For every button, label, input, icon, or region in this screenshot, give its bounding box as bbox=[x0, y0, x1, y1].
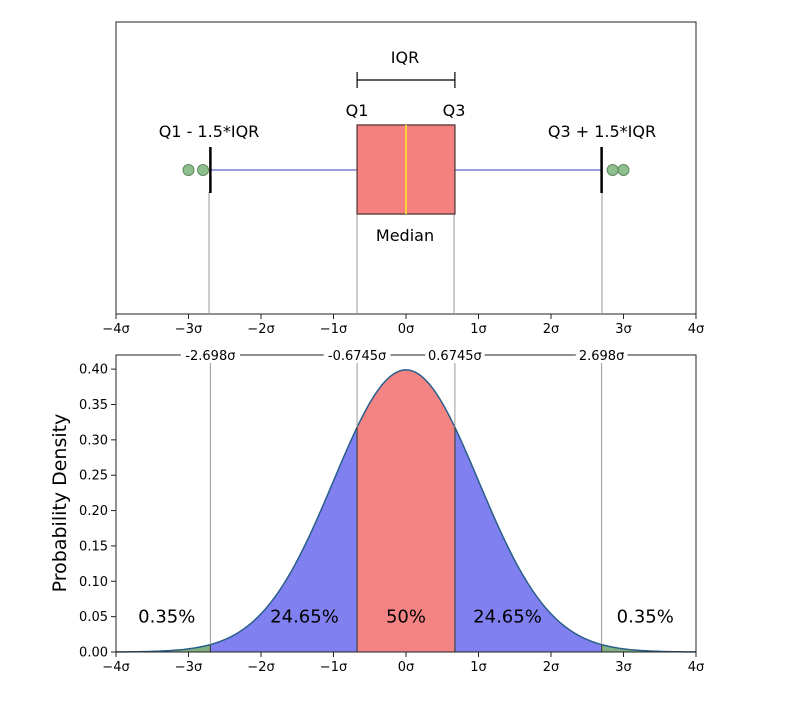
density-region bbox=[454, 427, 602, 652]
density-y-tick-label: 0.15 bbox=[79, 539, 108, 554]
boundary-label-bg bbox=[180, 347, 240, 363]
density-y-tick-label: 0.30 bbox=[79, 433, 108, 448]
boundary-label-bg bbox=[425, 347, 485, 363]
upper-fence-label: Q3 + 1.5*IQR bbox=[548, 122, 656, 141]
density-panel: -2.698σ -0.6745σ 0.6745σ 2.698σ 0.35% 24.65%… bbox=[49, 347, 704, 675]
boundary-label: -2.698σ bbox=[185, 349, 235, 364]
density-x-tick-label: 1σ bbox=[470, 660, 487, 675]
density-x-tick-label: −2σ bbox=[247, 660, 274, 675]
density-regions bbox=[116, 369, 696, 652]
boxplot-x-tick-label: 3σ bbox=[615, 322, 632, 337]
q1-label: Q1 bbox=[346, 101, 369, 120]
boundary-label: -0.6745σ bbox=[328, 349, 386, 364]
outlier-point bbox=[182, 164, 195, 176]
boundary-label-bg bbox=[575, 347, 628, 363]
region-label: 24.65% bbox=[270, 607, 339, 628]
density-x-tick-label: 4σ bbox=[688, 660, 705, 675]
density-x-tick-label: −4σ bbox=[102, 660, 129, 675]
outlier-point bbox=[617, 164, 630, 176]
outlier-point bbox=[606, 164, 619, 176]
boxplot-x-tick-label: −4σ bbox=[102, 322, 129, 337]
region-labels: 0.35% 24.65% 50% 24.65% 0.35% bbox=[138, 607, 674, 628]
density-y-tick-label: 0.05 bbox=[79, 610, 108, 625]
region-label: 0.35% bbox=[138, 607, 195, 628]
density-x-tick-label: −1σ bbox=[320, 660, 347, 675]
median-label: Median bbox=[376, 226, 434, 245]
density-x-tick-label: 0σ bbox=[398, 660, 415, 675]
density-x-axis: −4σ −3σ −2σ −1σ 0σ 1σ 2σ 3σ 4σ bbox=[102, 652, 704, 675]
region-label: 50% bbox=[386, 607, 426, 628]
y-axis-label: Probability Density bbox=[49, 414, 71, 593]
density-x-tick-label: 2σ bbox=[543, 660, 560, 675]
density-region bbox=[210, 427, 358, 652]
density-x-tick-label: −3σ bbox=[175, 660, 202, 675]
boxplot-x-tick-label: 1σ bbox=[470, 322, 487, 337]
boxplot-x-axis: −4σ −3σ −2σ −1σ 0σ 1σ 2σ 3σ 4σ bbox=[102, 314, 704, 337]
iqr-label: IQR bbox=[391, 48, 419, 67]
iqr-bracket bbox=[356, 72, 456, 88]
q3-label: Q3 bbox=[443, 101, 466, 120]
boundary-labels: -2.698σ -0.6745σ 0.6745σ 2.698σ bbox=[180, 347, 628, 364]
density-region bbox=[116, 644, 211, 652]
region-label: 0.35% bbox=[617, 607, 674, 628]
density-y-tick-label: 0.35 bbox=[79, 398, 108, 413]
density-y-tick-label: 0.40 bbox=[79, 363, 108, 378]
boxplot-panel: IQR Q1 Q3 Median Q1 - 1.5*IQR Q3 + 1.5*I… bbox=[102, 21, 704, 337]
density-curve bbox=[115, 369, 697, 653]
outliers bbox=[182, 164, 630, 176]
density-region bbox=[601, 644, 696, 652]
density-boundary-lines bbox=[209, 355, 603, 652]
density-y-axis: 0.00 0.05 0.10 0.15 0.20 0.25 0.30 0.35 0.40 bbox=[79, 363, 116, 661]
boxplot-x-tick-label: 4σ bbox=[688, 322, 705, 337]
boundary-label: 2.698σ bbox=[579, 349, 624, 364]
boxplot-x-tick-label: −3σ bbox=[175, 322, 202, 337]
boxplot-x-tick-label: 2σ bbox=[543, 322, 560, 337]
density-y-tick-label: 0.10 bbox=[79, 575, 108, 590]
boxplot-x-tick-label: −2σ bbox=[247, 322, 274, 337]
boundary-label-bg bbox=[323, 347, 391, 363]
density-y-tick-label: 0.25 bbox=[79, 469, 108, 484]
density-y-tick-label: 0.20 bbox=[79, 504, 108, 519]
density-region bbox=[357, 369, 455, 652]
boxplot-x-tick-label: −1σ bbox=[320, 322, 347, 337]
outlier-point bbox=[197, 164, 209, 176]
lower-fence-label: Q1 - 1.5*IQR bbox=[159, 122, 260, 141]
boxplot-x-tick-label: 0σ bbox=[398, 322, 415, 337]
boundary-label: 0.6745σ bbox=[428, 349, 482, 364]
density-y-tick-label: 0.00 bbox=[79, 646, 108, 661]
region-label: 24.65% bbox=[473, 607, 542, 628]
density-x-tick-label: 3σ bbox=[615, 660, 632, 675]
